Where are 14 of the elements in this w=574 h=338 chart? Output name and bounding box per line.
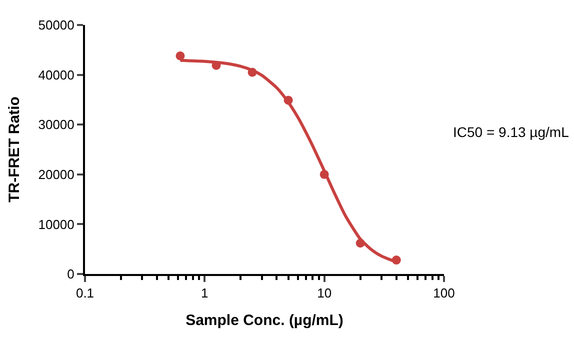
y-tick-label: 50000 xyxy=(38,18,74,33)
text: IC50 = 9.13 µg/mL xyxy=(453,124,570,140)
x-tick-label: 1 xyxy=(201,286,208,301)
y-tick-label: 10000 xyxy=(38,216,74,232)
y-tick-label: 0 xyxy=(67,266,74,282)
y-tick-label: 30000 xyxy=(38,117,74,132)
x-axis-title: Sample Conc. (µg/mL) xyxy=(186,312,344,330)
x-tick-label: 10 xyxy=(317,286,332,301)
y-tick-label: 20000 xyxy=(38,166,74,182)
y-tick-label: 40000 xyxy=(38,67,74,82)
point xyxy=(176,51,185,60)
y-axis-title: TR-FRET Ratio xyxy=(6,96,23,202)
x-tick-label: 100 xyxy=(433,286,455,301)
x-tick-label: 0.1 xyxy=(76,286,94,301)
